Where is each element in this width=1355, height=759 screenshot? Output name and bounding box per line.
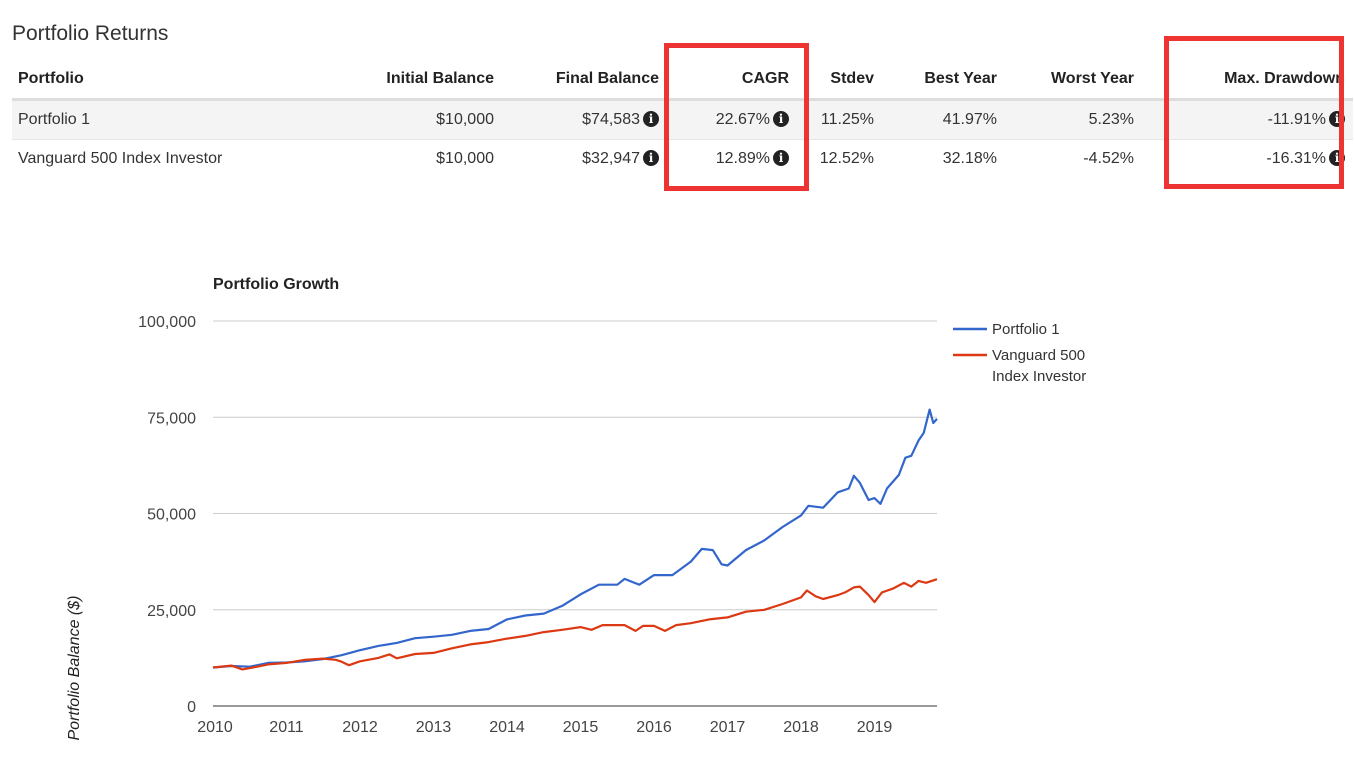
y-axis-ticks: 0 25,000 50,000 75,000 100,000 xyxy=(138,314,196,716)
x-tick-label: 2019 xyxy=(857,719,893,736)
max-drawdown-value: -11.91% xyxy=(1267,111,1326,128)
chart-title: Portfolio Growth xyxy=(213,276,339,293)
cell-final-balance: $74,583 i xyxy=(502,99,667,140)
y-tick-label: 25,000 xyxy=(147,603,196,620)
x-tick-label: 2013 xyxy=(416,719,452,736)
cagr-value: 12.89% xyxy=(715,150,770,167)
header-max-drawdown[interactable]: Max. Drawdown xyxy=(1142,60,1353,101)
y-tick-label: 75,000 xyxy=(147,410,196,427)
header-final-balance[interactable]: Final Balance xyxy=(502,60,667,101)
legend[interactable]: Portfolio 1 Vanguard 500 Index Investor xyxy=(953,321,1086,385)
x-tick-label: 2010 xyxy=(197,719,233,736)
x-tick-label: 2015 xyxy=(563,719,599,736)
cell-stdev: 12.52% xyxy=(797,139,882,178)
cell-worst-year: 5.23% xyxy=(1005,99,1142,140)
x-tick-label: 2017 xyxy=(710,719,746,736)
cell-initial-balance: $10,000 xyxy=(312,99,502,140)
legend-label: Index Investor xyxy=(992,368,1086,385)
cell-initial-balance: $10,000 xyxy=(312,139,502,178)
final-balance-value: $32,947 xyxy=(582,150,640,167)
y-tick-label: 0 xyxy=(187,699,196,716)
cell-portfolio: Portfolio 1 xyxy=(12,99,312,140)
y-tick-label: 100,000 xyxy=(138,314,196,331)
header-best-year[interactable]: Best Year xyxy=(882,60,1005,101)
legend-item[interactable]: Vanguard 500 Index Investor xyxy=(953,347,1086,385)
series-line-1 xyxy=(212,408,938,669)
portfolio-growth-chart: Portfolio Growth Portfolio Balance ($) 0… xyxy=(66,276,1086,741)
header-worst-year[interactable]: Worst Year xyxy=(1005,60,1142,101)
y-tick-label: 50,000 xyxy=(147,507,196,524)
table-row: Portfolio 1 $10,000 $74,583 i 22.67% i 11.… xyxy=(12,99,1353,140)
final-balance-value: $74,583 xyxy=(582,111,640,128)
cell-stdev: 11.25% xyxy=(797,99,882,140)
cell-max-drawdown: -16.31% i xyxy=(1142,139,1353,178)
header-initial-balance[interactable]: Initial Balance xyxy=(312,60,502,101)
header-stdev[interactable]: Stdev xyxy=(797,60,882,101)
x-tick-label: 2016 xyxy=(636,719,672,736)
cell-portfolio: Vanguard 500 Index Investor xyxy=(12,139,312,178)
series-lines xyxy=(212,408,938,671)
info-icon[interactable]: i xyxy=(1329,150,1345,166)
grid-lines xyxy=(213,320,937,707)
x-tick-label: 2012 xyxy=(342,719,378,736)
max-drawdown-value: -16.31% xyxy=(1266,150,1326,167)
cell-max-drawdown: -11.91% i xyxy=(1142,99,1353,140)
header-cagr[interactable]: CAGR xyxy=(667,60,797,101)
x-axis-ticks: 2010 2011 2012 2013 2014 2015 2016 2017 2018 2019 xyxy=(197,719,892,736)
table-row: Vanguard 500 Index Investor $10,000 $32,… xyxy=(12,139,1353,178)
cell-final-balance: $32,947 i xyxy=(502,139,667,178)
info-icon[interactable]: i xyxy=(773,111,789,127)
x-tick-label: 2011 xyxy=(269,719,304,736)
info-icon[interactable]: i xyxy=(643,150,659,166)
y-axis-label: Portfolio Balance ($) xyxy=(66,596,83,741)
info-icon[interactable]: i xyxy=(773,150,789,166)
x-tick-label: 2014 xyxy=(489,719,525,736)
legend-label: Portfolio 1 xyxy=(992,321,1060,338)
cagr-value: 22.67% xyxy=(715,111,770,128)
section-title: Portfolio Returns xyxy=(12,22,169,45)
cell-cagr: 22.67% i xyxy=(667,99,797,140)
portfolio-returns-table: Portfolio Initial Balance Final Balance … xyxy=(12,60,1353,178)
info-icon[interactable]: i xyxy=(1329,111,1345,127)
header-portfolio[interactable]: Portfolio xyxy=(12,60,312,101)
info-icon[interactable]: i xyxy=(643,111,659,127)
cell-cagr: 12.89% i xyxy=(667,139,797,178)
table-header-row: Portfolio Initial Balance Final Balance … xyxy=(12,60,1353,101)
series-line-2 xyxy=(212,578,938,671)
legend-label: Vanguard 500 xyxy=(992,347,1085,364)
legend-item[interactable]: Portfolio 1 xyxy=(953,321,1060,338)
x-tick-label: 2018 xyxy=(783,719,819,736)
cell-best-year: 41.97% xyxy=(882,99,1005,140)
cell-best-year: 32.18% xyxy=(882,139,1005,178)
cell-worst-year: -4.52% xyxy=(1005,139,1142,178)
